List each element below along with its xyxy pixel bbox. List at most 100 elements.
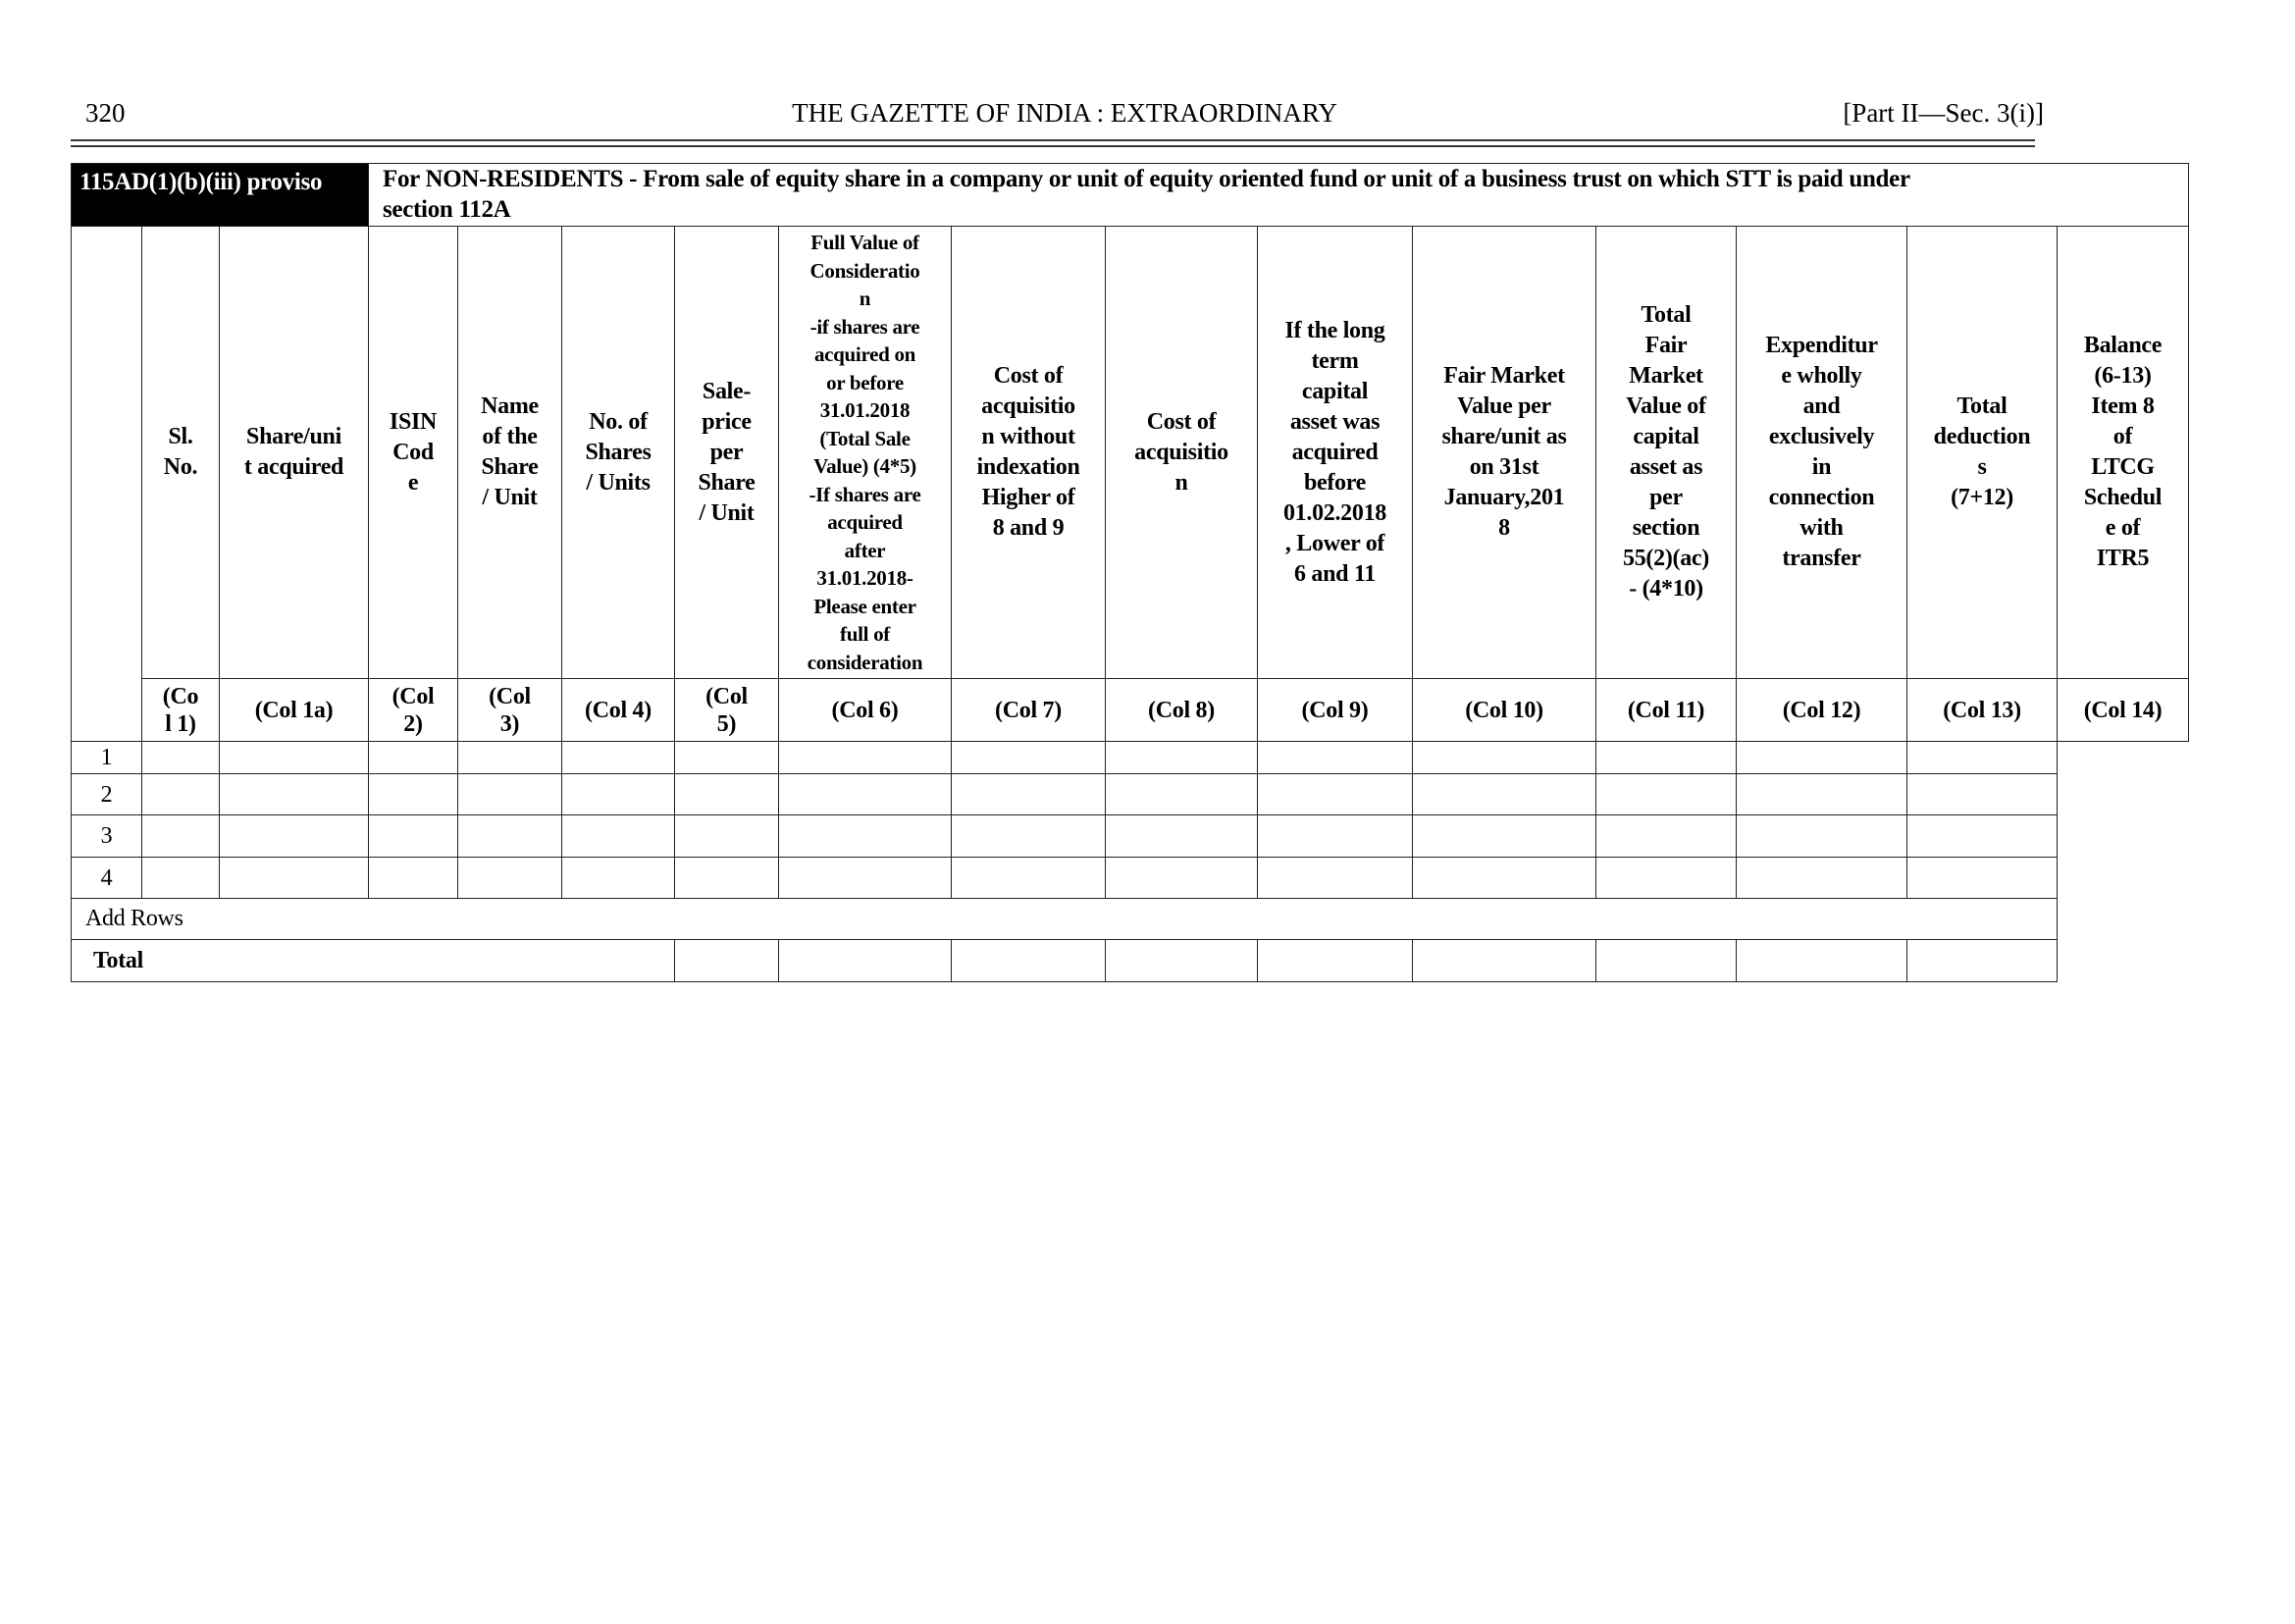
input-cell[interactable]	[561, 741, 675, 774]
input-cell[interactable]	[561, 773, 675, 815]
input-cell[interactable]	[1412, 857, 1596, 899]
column-header: Name of the Share / Unit	[457, 226, 562, 679]
table-row: 2	[71, 773, 2189, 815]
input-cell[interactable]	[1257, 814, 1413, 858]
total-cell[interactable]	[1412, 939, 1596, 982]
input-cell[interactable]	[1105, 773, 1258, 815]
add-rows-link[interactable]: Add Rows	[71, 898, 2058, 940]
total-cell[interactable]	[1595, 939, 1737, 982]
table-row: 1	[71, 741, 2189, 774]
input-cell[interactable]	[1595, 741, 1737, 774]
column-header: Cost of acquisitio n	[1105, 226, 1258, 679]
input-cell[interactable]	[1105, 857, 1258, 899]
input-cell[interactable]	[368, 857, 458, 899]
input-cell[interactable]	[951, 773, 1106, 815]
column-header: Expenditur e wholly and exclusively in c…	[1736, 226, 1907, 679]
header-rule-bottom	[71, 145, 2035, 147]
section-code: 115AD(1)(b)(iii) proviso	[71, 163, 369, 227]
input-cell[interactable]	[674, 773, 779, 815]
input-cell[interactable]	[1906, 857, 2058, 899]
total-cell[interactable]	[951, 939, 1106, 982]
input-cell[interactable]	[1257, 741, 1413, 774]
column-number: (Col 13)	[1906, 678, 2058, 742]
column-number: (Col 3)	[457, 678, 562, 742]
column-number-row: (Co l 1) (Col 1a) (Col 2) (Col 3) (Col 4) (Co…	[72, 678, 2189, 742]
column-number: (Col 6)	[778, 678, 952, 742]
column-header: Share/uni t acquired	[219, 226, 369, 679]
column-number: (Col 7)	[951, 678, 1106, 742]
input-cell[interactable]	[219, 857, 369, 899]
input-cell[interactable]	[141, 857, 220, 899]
input-cell[interactable]	[951, 814, 1106, 858]
input-cell[interactable]	[1595, 814, 1737, 858]
input-cell[interactable]	[1595, 857, 1737, 899]
input-cell[interactable]	[219, 741, 369, 774]
input-cell[interactable]	[1105, 741, 1258, 774]
total-label: Total	[71, 939, 675, 982]
part-section-label: [Part II—Sec. 3(i)]	[1843, 98, 2044, 128]
input-cell[interactable]	[561, 814, 675, 858]
input-cell[interactable]	[219, 773, 369, 815]
column-header: Full Value of Consideratio n -if shares …	[778, 226, 952, 679]
column-header: Sl. No.	[141, 226, 220, 679]
input-cell[interactable]	[1412, 773, 1596, 815]
column-number: (Col 14)	[2057, 678, 2189, 742]
total-cell[interactable]	[1906, 939, 2058, 982]
total-cell[interactable]	[1736, 939, 1907, 982]
input-cell[interactable]	[1412, 814, 1596, 858]
input-cell[interactable]	[951, 857, 1106, 899]
input-cell[interactable]	[1736, 773, 1907, 815]
input-cell[interactable]	[951, 741, 1106, 774]
input-cell[interactable]	[1595, 773, 1737, 815]
input-cell[interactable]	[561, 857, 675, 899]
input-cell[interactable]	[141, 773, 220, 815]
input-cell[interactable]	[1906, 814, 2058, 858]
input-cell[interactable]	[1257, 857, 1413, 899]
column-number: (Col 8)	[1105, 678, 1258, 742]
column-number: (Col 5)	[674, 678, 779, 742]
input-cell[interactable]	[1412, 741, 1596, 774]
input-cell[interactable]	[457, 773, 562, 815]
input-cell[interactable]	[1257, 773, 1413, 815]
total-cell[interactable]	[1257, 939, 1413, 982]
input-cell[interactable]	[778, 741, 952, 774]
input-cell[interactable]	[1906, 741, 2058, 774]
column-number: (Col 10)	[1412, 678, 1596, 742]
input-cell[interactable]	[778, 773, 952, 815]
input-cell[interactable]	[778, 814, 952, 858]
input-cell[interactable]	[1105, 814, 1258, 858]
input-cell[interactable]	[457, 814, 562, 858]
input-cell[interactable]	[1906, 773, 2058, 815]
column-header: Balance (6-13) Item 8 of LTCG Schedul e …	[2057, 226, 2189, 679]
input-cell[interactable]	[141, 741, 220, 774]
total-cell[interactable]	[1105, 939, 1258, 982]
total-cell[interactable]	[674, 939, 779, 982]
input-cell[interactable]	[368, 773, 458, 815]
input-cell[interactable]	[778, 857, 952, 899]
table-row: 4	[71, 857, 2189, 899]
input-cell[interactable]	[674, 741, 779, 774]
column-number: (Col 1a)	[219, 678, 369, 742]
column-header: Sale- price per Share / Unit	[674, 226, 779, 679]
input-cell[interactable]	[674, 814, 779, 858]
input-cell[interactable]	[368, 814, 458, 858]
column-header: Total Fair Market Value of capital asset…	[1595, 226, 1737, 679]
input-cell[interactable]	[141, 814, 220, 858]
input-cell[interactable]	[457, 741, 562, 774]
input-cell[interactable]	[1736, 814, 1907, 858]
column-number: (Co l 1)	[141, 678, 220, 742]
input-cell[interactable]	[457, 857, 562, 899]
header-rule-top	[71, 139, 2035, 141]
input-cell[interactable]	[1736, 741, 1907, 774]
row-serial-number: 2	[71, 773, 142, 815]
total-cell[interactable]	[778, 939, 952, 982]
input-cell[interactable]	[368, 741, 458, 774]
section-description: For NON-RESIDENTS - From sale of equity …	[368, 163, 2189, 227]
input-cell[interactable]	[1736, 857, 1907, 899]
column-header: Total deduction s (7+12)	[1906, 226, 2058, 679]
input-cell[interactable]	[674, 857, 779, 899]
column-header: Fair Market Value per share/unit as on 3…	[1412, 226, 1596, 679]
input-cell[interactable]	[219, 814, 369, 858]
column-header: Cost of acquisitio n without indexation …	[951, 226, 1106, 679]
row-serial-number: 3	[71, 814, 142, 858]
